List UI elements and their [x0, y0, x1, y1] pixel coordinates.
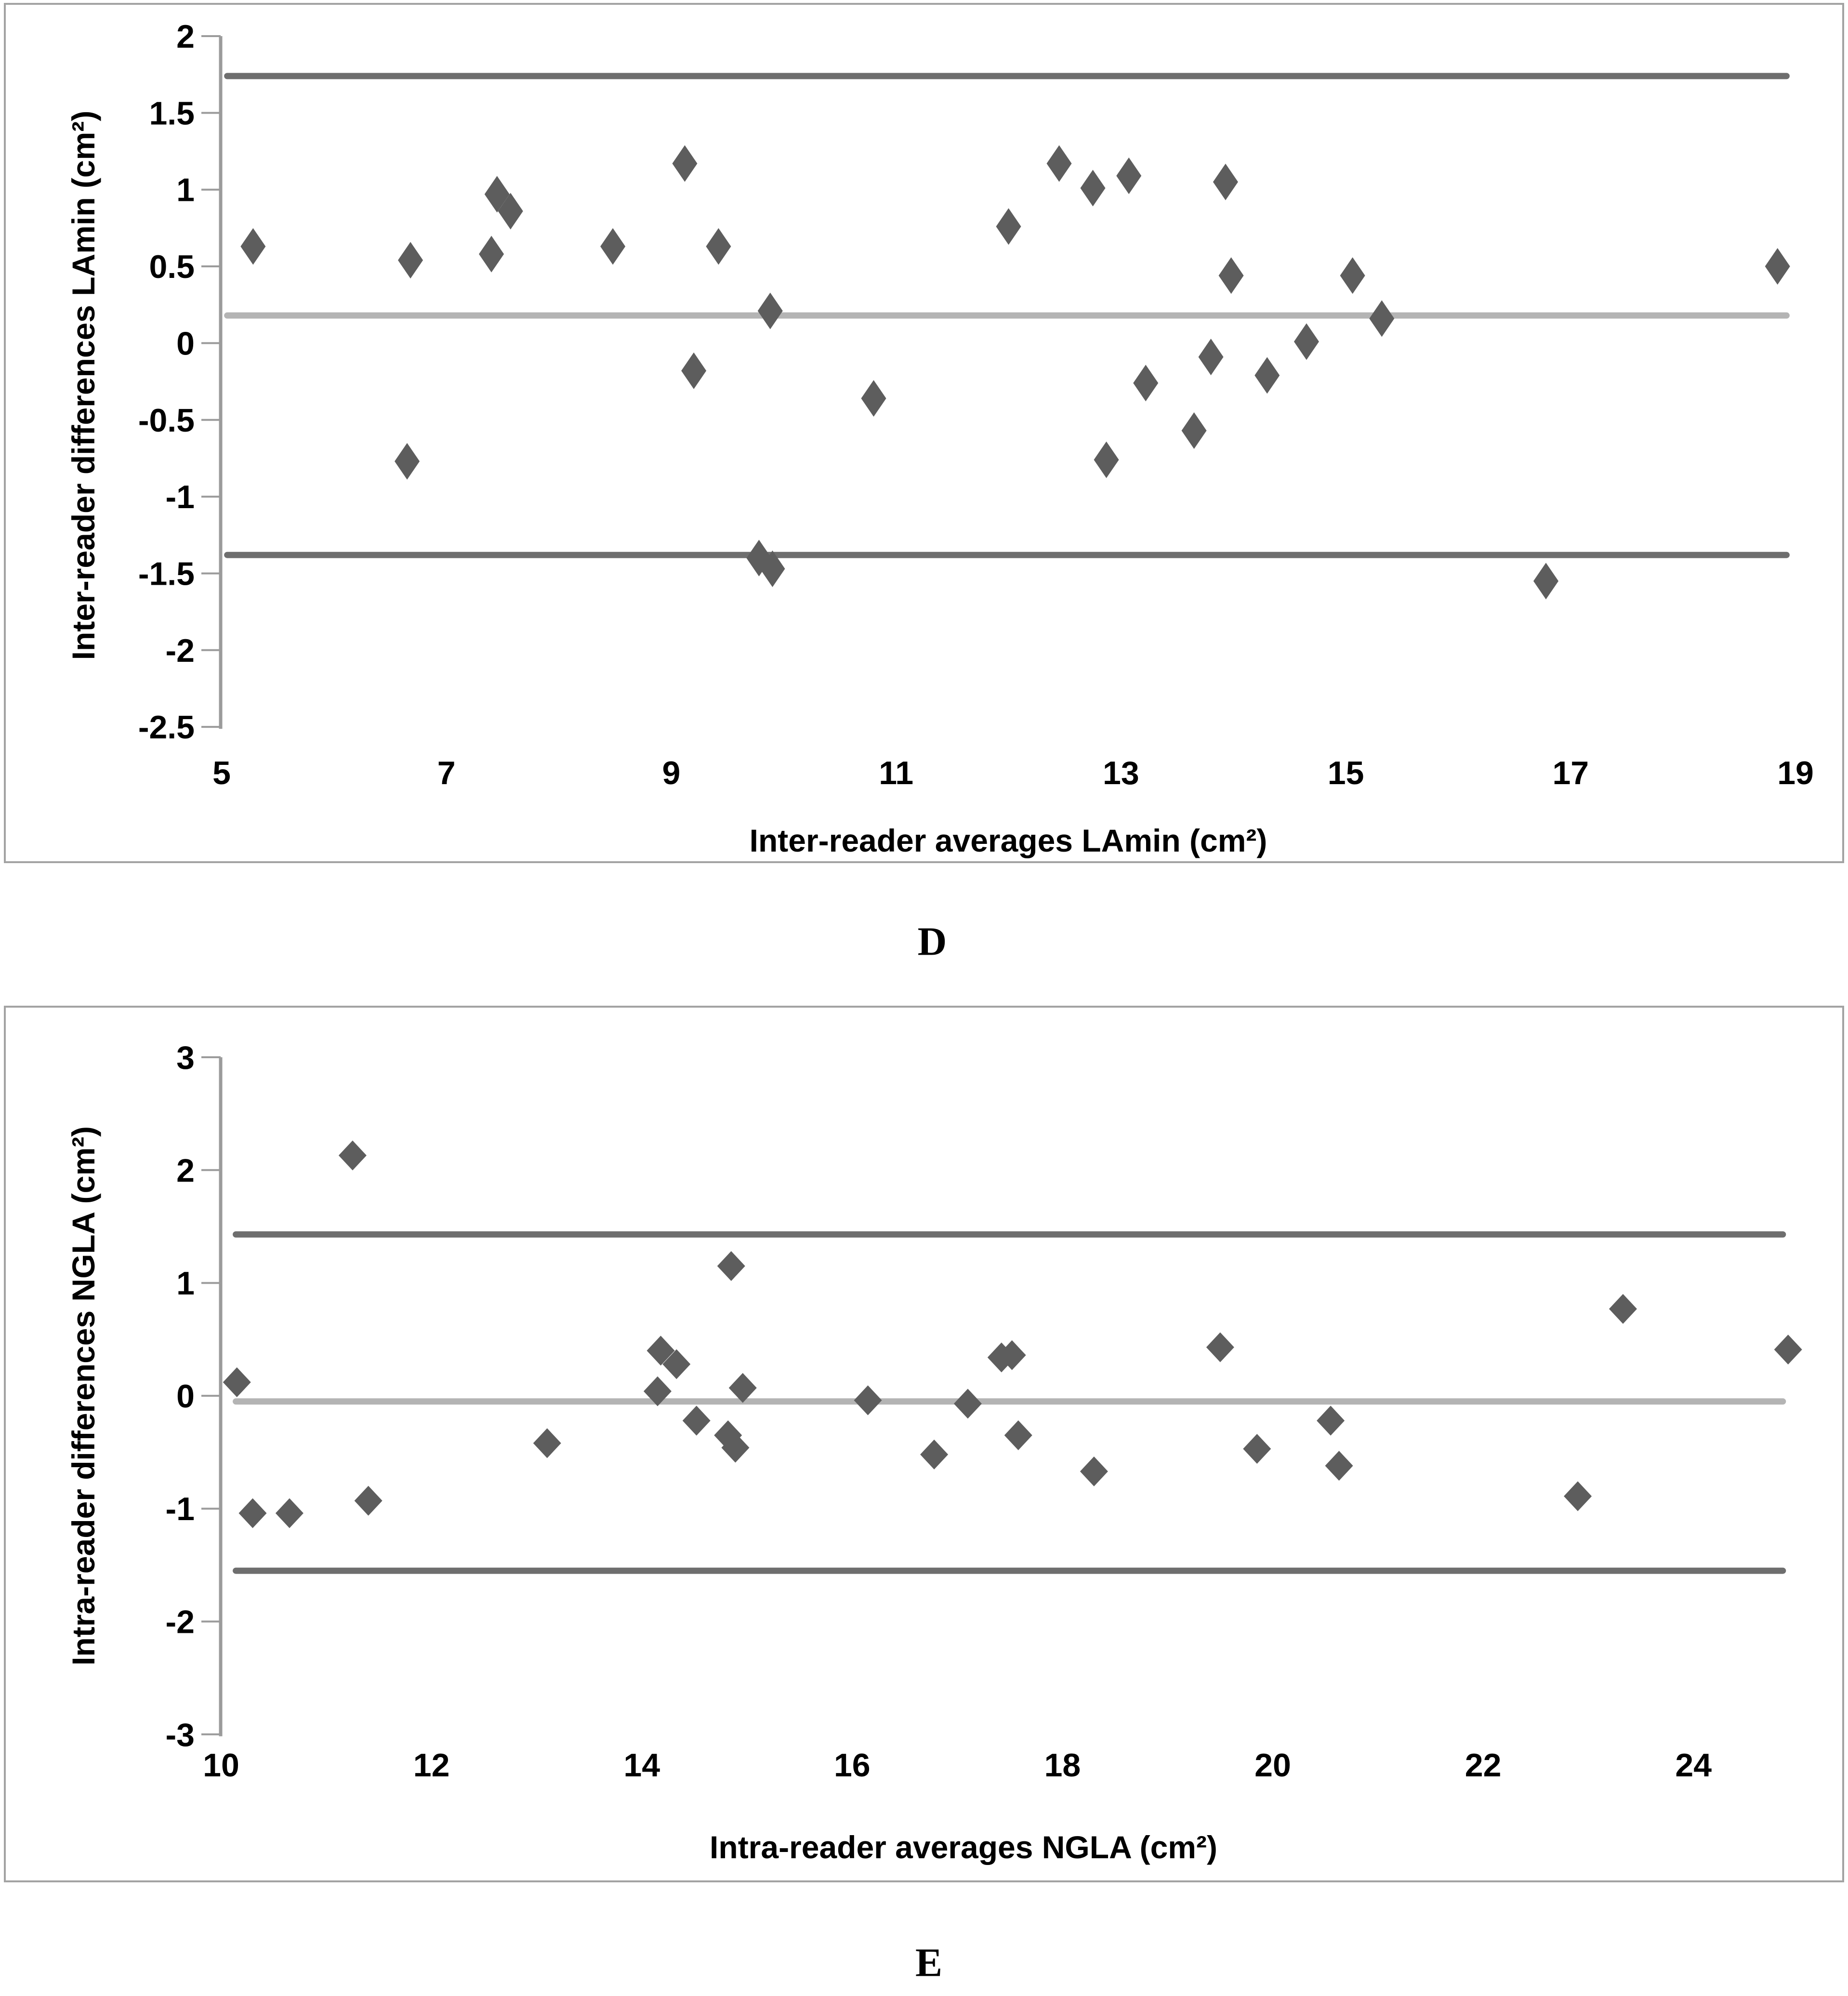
- x-tick-label: 15: [1328, 755, 1364, 791]
- y-tick-label: 2: [176, 1152, 195, 1189]
- panel-label-e: E: [915, 1940, 943, 1985]
- data-point-diamond: [760, 550, 785, 587]
- data-point-diamond: [721, 1432, 750, 1463]
- data-point-diamond: [757, 292, 783, 329]
- y-tick-label: -0.5: [138, 402, 195, 439]
- y-tick-label: -3: [166, 1717, 195, 1753]
- data-point-diamond: [1094, 441, 1119, 478]
- data-point-diamond: [238, 1498, 267, 1528]
- y-tick-label: 0: [176, 325, 195, 362]
- data-point-diamond: [854, 1385, 882, 1416]
- data-point-diamond: [728, 1373, 757, 1403]
- data-point-diamond: [395, 443, 420, 480]
- data-point-diamond: [1564, 1481, 1592, 1511]
- x-tick-label: 19: [1777, 755, 1814, 791]
- x-tick-label: 14: [623, 1747, 660, 1784]
- x-tick-label: 24: [1675, 1747, 1712, 1784]
- y-tick-label: -2: [166, 632, 195, 669]
- data-point-diamond: [998, 1340, 1026, 1370]
- data-point-diamond: [920, 1439, 949, 1470]
- y-tick-label: -1: [166, 479, 195, 515]
- data-point-diamond: [479, 236, 504, 273]
- y-tick-label: 1: [176, 1265, 195, 1302]
- data-point-diamond: [1206, 1332, 1234, 1363]
- y-tick-label: 0.5: [149, 249, 195, 285]
- data-point-diamond: [681, 352, 707, 389]
- data-point-diamond: [953, 1389, 982, 1419]
- data-point-diamond: [1181, 412, 1207, 449]
- data-point-diamond: [1080, 1456, 1108, 1486]
- y-tick-label: 3: [176, 1039, 195, 1076]
- data-point-diamond: [682, 1405, 711, 1436]
- data-point-diamond: [1080, 170, 1106, 207]
- data-point-diamond: [1213, 163, 1238, 200]
- data-point-diamond: [1765, 248, 1790, 285]
- data-point-diamond: [1116, 158, 1142, 195]
- data-point-diamond: [1369, 300, 1395, 337]
- y-axis-title: Inter-reader differences LAmin (cm²): [66, 111, 101, 660]
- data-point-diamond: [861, 380, 886, 417]
- x-tick-label: 22: [1465, 1747, 1502, 1784]
- y-axis-title: Intra-reader differences NGLA (cm²): [66, 1126, 101, 1666]
- data-point-diamond: [1533, 563, 1558, 600]
- data-point-diamond: [1317, 1405, 1345, 1436]
- data-point-diamond: [706, 228, 731, 265]
- data-point-diamond: [1294, 323, 1319, 360]
- data-point-diamond: [662, 1349, 691, 1379]
- data-point-diamond: [498, 193, 523, 230]
- data-point-diamond: [1004, 1420, 1032, 1450]
- data-point-diamond: [1218, 257, 1244, 294]
- data-point-diamond: [240, 228, 266, 265]
- data-point-diamond: [1198, 339, 1224, 376]
- data-point-diamond: [1133, 365, 1159, 402]
- x-tick-label: 9: [662, 755, 681, 791]
- data-point-diamond: [533, 1428, 561, 1458]
- data-point-diamond: [647, 1336, 675, 1366]
- y-tick-label: -1.5: [138, 555, 195, 592]
- data-point-diamond: [717, 1251, 745, 1281]
- data-point-diamond: [600, 228, 626, 265]
- data-point-diamond: [1243, 1434, 1271, 1464]
- data-point-diamond: [354, 1485, 383, 1516]
- data-point-diamond: [643, 1376, 672, 1406]
- bland-altman-panel-e: 3 2 1 0 -1 -2 -3 10 12 14 16 18 20 22 24 Intra-reader a…: [4, 1006, 1844, 1882]
- y-tick-label: 1: [176, 172, 195, 209]
- scatter-plot-d: 2 1.5 1 0.5 0 -0.5 -1 -1.5 -2 -2.5 5 7 9 11 13 15 17 19 In…: [66, 18, 1814, 858]
- data-point-diamond: [996, 208, 1021, 245]
- data-point-diamond: [338, 1140, 367, 1170]
- bland-altman-panel-d: 2 1.5 1 0.5 0 -0.5 -1 -1.5 -2 -2.5 5 7 9 11 13 15 17 19 In…: [4, 3, 1844, 863]
- y-tick-label: 2: [176, 18, 195, 55]
- x-axis-title: Inter-reader averages LAmin (cm²): [750, 823, 1267, 858]
- x-tick-label: 7: [437, 755, 456, 791]
- x-tick-label: 11: [879, 755, 913, 791]
- data-point-diamond: [1609, 1294, 1637, 1324]
- data-point-diamond: [1340, 257, 1365, 294]
- panel-label-d: D: [917, 919, 947, 964]
- x-axis-title: Intra-reader averages NGLA (cm²): [710, 1829, 1217, 1865]
- y-tick-label: 0: [176, 1378, 195, 1415]
- x-tick-label: 20: [1254, 1747, 1291, 1784]
- x-tick-label: 13: [1103, 755, 1139, 791]
- data-point-diamond: [1325, 1451, 1353, 1481]
- data-point-diamond: [672, 145, 698, 182]
- x-tick-label: 5: [212, 755, 231, 791]
- x-tick-label: 18: [1044, 1747, 1081, 1784]
- x-tick-label: 17: [1552, 755, 1589, 791]
- x-tick-label: 16: [834, 1747, 871, 1784]
- y-tick-label: -2.5: [138, 709, 195, 746]
- data-point-diamond: [275, 1498, 304, 1528]
- y-tick-label: -1: [166, 1491, 195, 1527]
- data-point-diamond: [398, 242, 423, 279]
- x-tick-label: 12: [413, 1747, 450, 1784]
- y-tick-label: 1.5: [149, 95, 195, 131]
- x-tick-label: 10: [203, 1747, 239, 1784]
- data-point-diamond: [1046, 145, 1072, 182]
- data-point-diamond: [223, 1367, 251, 1397]
- y-tick-label: -2: [166, 1604, 195, 1641]
- data-point-diamond: [1774, 1334, 1802, 1365]
- data-point-diamond: [1254, 357, 1280, 394]
